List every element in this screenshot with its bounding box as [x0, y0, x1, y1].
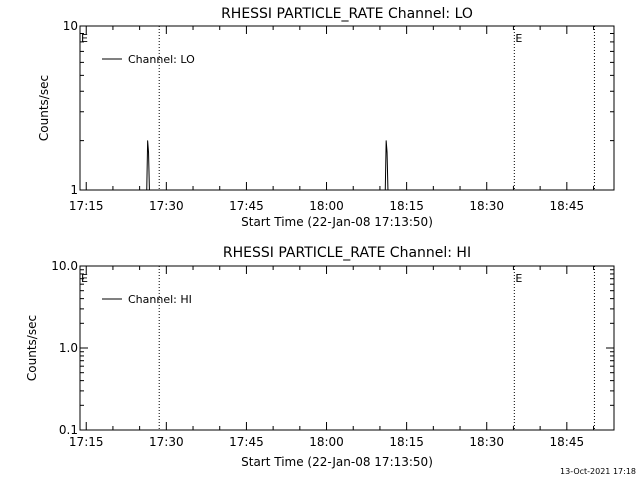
x-tick-label: 18:45	[550, 199, 585, 213]
x-tick-label: 17:30	[149, 435, 184, 449]
data-series	[146, 140, 389, 191]
y-tick-label: 10.0	[51, 259, 78, 273]
y-axis-label: Counts/sec	[37, 75, 51, 141]
chart-title: RHESSI PARTICLE_RATE Channel: LO	[221, 6, 473, 22]
plot-frame	[79, 25, 615, 191]
x-tick-label: 18:45	[550, 435, 585, 449]
y-tick-label: 0.1	[59, 423, 78, 437]
y-tick-label: 1	[70, 183, 78, 197]
x-tick-label: 18:15	[389, 435, 424, 449]
y-tick-label: 10	[63, 19, 78, 33]
chart-lo: RHESSI PARTICLE_RATE Channel: LO E E 17:15 1…	[37, 6, 615, 229]
data-point	[385, 140, 387, 142]
x-tick-label: 17:45	[229, 435, 264, 449]
x-tick-label: 17:15	[69, 199, 104, 213]
y-axis-label: Counts/sec	[25, 315, 39, 381]
x-tick-label: 18:00	[309, 199, 344, 213]
x-tick-label: 18:30	[469, 199, 504, 213]
data-point	[146, 189, 148, 191]
data-point	[149, 189, 150, 191]
footer-date: 13-Oct-2021 17:18	[560, 467, 636, 476]
chart-title: RHESSI PARTICLE_RATE Channel: HI	[223, 245, 471, 261]
data-point	[386, 151, 388, 153]
x-axis-label: Start Time (22-Jan-08 17:13:50)	[241, 215, 433, 229]
x-tick-label: 17:15	[69, 435, 104, 449]
legend-label: Channel: HI	[128, 293, 192, 306]
event-marker: E	[81, 32, 88, 45]
event-marker: E	[81, 272, 88, 285]
event-marker: E	[515, 272, 522, 285]
data-point	[147, 140, 149, 142]
data-point	[148, 151, 149, 153]
data-point	[387, 189, 389, 191]
chart-hi: RHESSI PARTICLE_RATE Channel: HI E E 17:15 1…	[25, 245, 615, 469]
legend-label: Channel: LO	[128, 53, 195, 66]
event-marker: E	[515, 32, 522, 45]
data-point	[384, 189, 386, 191]
plot-frame	[79, 265, 615, 431]
x-tick-label: 18:15	[389, 199, 424, 213]
x-tick-label: 17:30	[149, 199, 184, 213]
x-tick-label: 18:30	[469, 435, 504, 449]
x-tick-label: 17:45	[229, 199, 264, 213]
x-tick-label: 18:00	[309, 435, 344, 449]
x-axis-label: Start Time (22-Jan-08 17:13:50)	[241, 455, 433, 469]
y-tick-label: 1.0	[59, 341, 78, 355]
